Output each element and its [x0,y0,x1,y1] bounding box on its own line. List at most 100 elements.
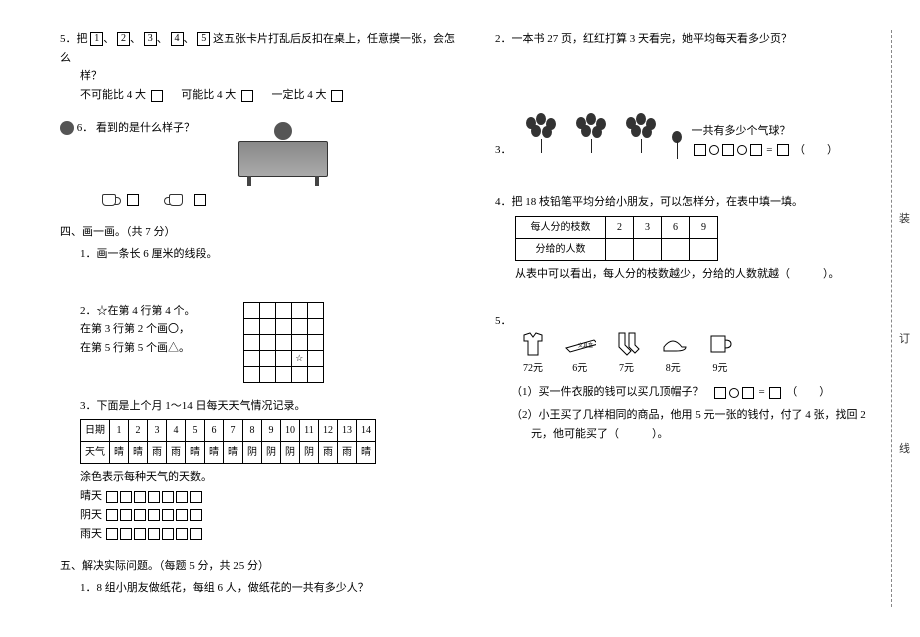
v9: 9 [690,217,718,239]
card-4: 4 [171,32,184,46]
s4-q2c: 在第 5 行第 5 个画△。 [80,339,230,358]
rainy-box[interactable] [120,528,132,540]
shop-row: 72元 文具盒 6元 7元 8元 [511,330,900,377]
balloon-bunch-icon [624,113,658,160]
q5-opt3-box[interactable] [331,90,343,102]
q6: 6． 看到的是什么样子？ [60,119,465,209]
rainy-box[interactable] [176,528,188,540]
blank-cell[interactable] [690,239,718,261]
cloudy-box[interactable] [106,509,118,521]
cloudy-box[interactable] [190,509,202,521]
s4-q2: 2．☆在第 4 行第 4 个。 在第 3 行第 2 个画〇， 在第 5 行第 5… [60,302,465,383]
w4: 雨 [167,442,186,464]
expr-box[interactable] [750,144,762,156]
expr-box[interactable] [714,387,726,399]
expr-box[interactable] [777,144,789,156]
rainy-box[interactable] [162,528,174,540]
cloudy-box[interactable] [120,509,132,521]
binding-line [891,30,892,607]
price-shirt: 72元 [523,363,543,374]
d7: 7 [224,420,243,442]
shirt-icon [517,330,549,358]
sunny-box[interactable] [134,491,146,503]
expr-box[interactable] [742,387,754,399]
rainy-row: 雨天 [80,525,465,544]
blank-cell[interactable] [662,239,690,261]
r-q3: 3． 一共有多少个气球？ = （ ） [495,113,900,160]
weather-head: 天气 [81,442,110,464]
worksheet-page: 5．把 1、 2、 3、 4、 5 这五张卡片打乱后反扣在桌上，任意摸一张，会怎… [0,0,920,632]
expr-circle[interactable] [737,145,747,155]
r-q3-expr: = （ ） [692,141,901,160]
s4-q3: 3．下面是上个月 1～14 日每天天气情况记录。 日期 1 2 3 4 5 6 … [60,397,465,543]
w13: 雨 [338,442,357,464]
r-q5-sub1: （1）买一件衣服的钱可以买几顶帽子？ = （ ） [511,383,900,402]
cloudy-box[interactable] [162,509,174,521]
sunny-box[interactable] [148,491,160,503]
r-q3-paren: （ ） [794,144,838,156]
blank-cell[interactable] [606,239,634,261]
face-icon [60,121,74,135]
card-1: 1 [90,32,103,46]
sunny-row: 晴天 [80,487,465,506]
card-3: 3 [144,32,157,46]
row1-head: 每人分的枝数 [516,217,606,239]
w6: 晴 [205,442,224,464]
q6-box-1[interactable] [127,194,139,206]
sunny-box[interactable] [106,491,118,503]
cloudy-box[interactable] [134,509,146,521]
s4-q1: 1．画一条长 6 厘米的线段。 [60,245,465,264]
v6: 6 [662,217,690,239]
rainy-box[interactable] [134,528,146,540]
rainy-box[interactable] [106,528,118,540]
rainy-box[interactable] [148,528,160,540]
cloudy-box[interactable] [176,509,188,521]
item-pencilbox: 文具盒 6元 [564,330,596,377]
r-q5: 5． 72元 文具盒 6元 7元 [495,312,900,444]
sunny-box[interactable] [120,491,132,503]
svg-text:文具盒: 文具盒 [578,342,593,349]
expr-box[interactable] [694,144,706,156]
q5: 5．把 1、 2、 3、 4、 5 这五张卡片打乱后反扣在桌上，任意摸一张，会怎… [60,30,465,105]
weather-legend: 涂色表示每种天气的天数。 [80,468,465,487]
row2-head: 分给的人数 [516,239,606,261]
right-column: 2．一本书 27 页，红红打算 3 天看完，她平均每天看多少页？ 3． 一共有多… [495,30,900,612]
q5-opt2-box[interactable] [241,90,253,102]
section-4-title: 四、画一画。（共 7 分） [60,223,465,239]
w3: 雨 [148,442,167,464]
expr-circle[interactable] [729,388,739,398]
blank-cell[interactable] [634,239,662,261]
r-q4: 4．把 18 枝铅笔平均分给小朋友，可以怎样分，在表中填一填。 每人分的枝数 2… [495,193,900,283]
pencilbox-icon: 文具盒 [564,330,596,358]
w8: 阴 [243,442,262,464]
expr-box[interactable] [722,144,734,156]
d6: 6 [205,420,224,442]
sunny-box[interactable] [190,491,202,503]
r-q5-sub2b: 元，他可能买了（ ）。 [511,425,900,444]
left-column: 5．把 1、 2、 3、 4、 5 这五张卡片打乱后反扣在桌上，任意摸一张，会怎… [60,30,465,612]
expr-circle[interactable] [709,145,719,155]
d12: 12 [319,420,338,442]
d10: 10 [281,420,300,442]
v2: 2 [606,217,634,239]
socks-icon [611,330,643,358]
q6-box-2[interactable] [194,194,206,206]
q5-opt1-box[interactable] [151,90,163,102]
cloudy-box[interactable] [148,509,160,521]
price-cup: 9元 [713,363,728,374]
r-q5-sub1-text: （1）买一件衣服的钱可以买几顶帽子？ [511,386,704,398]
d5: 5 [186,420,205,442]
sunny-box[interactable] [162,491,174,503]
cup-right-icon [169,194,183,206]
w5: 晴 [186,442,205,464]
sunny-box[interactable] [176,491,188,503]
r-q5-sub1-paren: （ ） [786,386,830,398]
d1: 1 [110,420,129,442]
rainy-box[interactable] [190,528,202,540]
binding-ding: 订 [899,330,910,346]
sunny-label: 晴天 [80,490,102,502]
card-2: 2 [117,32,130,46]
expr-box[interactable] [769,387,781,399]
r-q3-label: 3． [495,141,512,160]
q5-opt3: 一定比 4 大 [272,89,327,101]
